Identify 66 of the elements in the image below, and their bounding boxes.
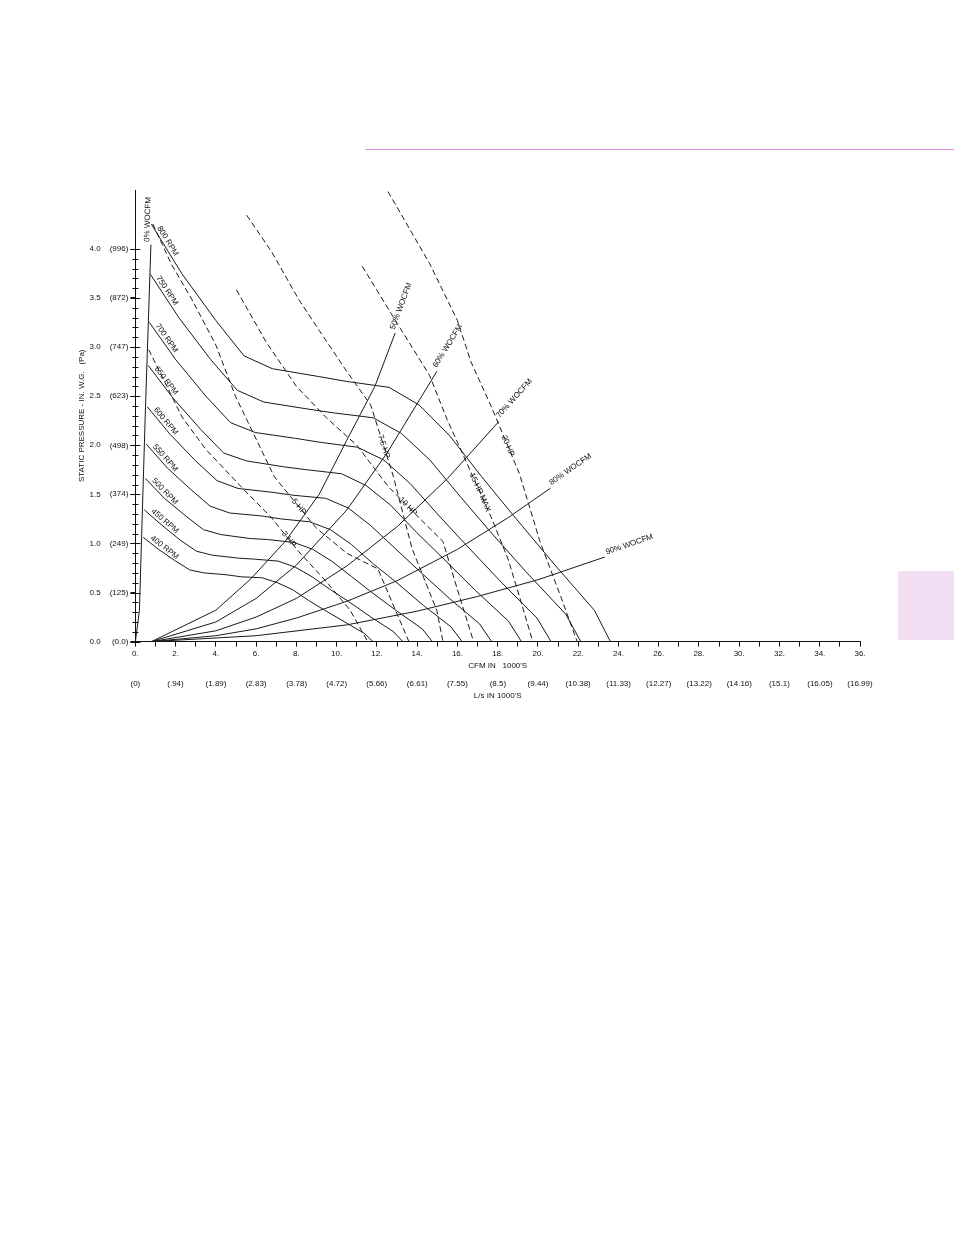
text: 10 HP [397, 495, 420, 518]
x2-tick-label: (1.89) [205, 678, 227, 688]
y-tick-label: 2.5 [89, 391, 102, 401]
x2-tick-label: (16.99) [847, 678, 873, 688]
x-tick-label: 14. [411, 648, 423, 658]
text: 7.5 HP [376, 433, 393, 460]
y2-tick-label: (125) [109, 587, 129, 597]
y2-tick-label: (374) [109, 489, 129, 499]
y2-tick-label: (498) [109, 440, 129, 450]
x-tick-label: 2. [172, 648, 179, 658]
y2-tick-label: (0.0) [111, 636, 129, 646]
y2-tick-label: (747) [109, 342, 129, 352]
y2-tick-label: (872) [109, 293, 129, 303]
x-tick-label: 20. [532, 648, 544, 658]
text: 5 HP [290, 496, 309, 517]
x2-tick-label: (16.05) [807, 678, 833, 688]
x2-axis-title: L/s IN 1000'S [473, 691, 522, 701]
x-tick-label: 18. [492, 648, 504, 658]
x2-tick-label: (0) [130, 678, 141, 688]
text: 3 HP [279, 529, 299, 549]
x2-tick-label: (2.83) [245, 678, 267, 688]
x2-tick-label: (8.5) [489, 678, 507, 688]
x2-tick-label: (13.22) [686, 678, 713, 688]
x-tick-label: 24. [612, 648, 625, 658]
y-tick-label: 3.5 [89, 293, 102, 303]
y2-tick-label: (249) [109, 538, 129, 548]
y-tick-label: 0.0 [89, 636, 102, 646]
x-tick-label: 26. [653, 648, 665, 658]
x2-tick-label: (10.38) [565, 678, 592, 688]
x-tick-label: 36. [854, 648, 866, 658]
x-tick-label: 34. [814, 648, 826, 658]
x2-tick-label: (3.78) [286, 678, 308, 688]
y-tick-label: 0.5 [89, 587, 102, 597]
x-tick-label: 22. [572, 648, 584, 658]
y-tick-label: 1.5 [89, 489, 102, 499]
x-tick-label: 6. [252, 648, 260, 658]
x2-tick-label: (11.33) [606, 678, 632, 688]
y-tick-label: 4.0 [89, 244, 102, 254]
x-tick-label: 32. [773, 648, 786, 658]
text: 0% WOCFM [142, 196, 153, 242]
x2-tick-label: (9.44) [527, 678, 549, 688]
x-tick-label: 30. [733, 648, 745, 658]
y-tick-label: 1.0 [89, 538, 102, 548]
y2-tick-label: (623) [109, 391, 129, 401]
x2-tick-label: (7.55) [446, 678, 469, 688]
x-tick-label: 4. [212, 648, 220, 658]
x2-tick-label: (14.16) [726, 678, 753, 688]
y-tick-label: 2.0 [89, 440, 102, 450]
x-tick-label: 16. [451, 648, 464, 658]
y-tick-label: 3.0 [89, 342, 102, 352]
text: 20 HP [499, 433, 517, 458]
x2-tick-label: (.94) [167, 678, 185, 688]
x2-tick-label: (12.27) [646, 678, 672, 688]
x2-tick-label: (5.66) [366, 678, 388, 688]
y-axis-title: STATIC PRESSURE - IN. W.G. (Pa) [77, 349, 86, 483]
x2-tick-label: (15.1) [768, 678, 791, 688]
y2-tick-label: (996) [109, 244, 129, 254]
x-tick-label: 10. [331, 648, 343, 658]
text: 15 HP MAX [467, 471, 494, 514]
x2-tick-label: (4.72) [326, 678, 348, 688]
x-tick-label: 12. [371, 648, 383, 658]
x-axis-title: CFM IN 1000'S [468, 661, 528, 671]
x2-tick-label: (6.61) [406, 678, 429, 688]
x-tick-label: 0. [132, 648, 139, 658]
x-tick-label: 28. [693, 648, 705, 658]
x-tick-label: 8. [293, 648, 300, 658]
